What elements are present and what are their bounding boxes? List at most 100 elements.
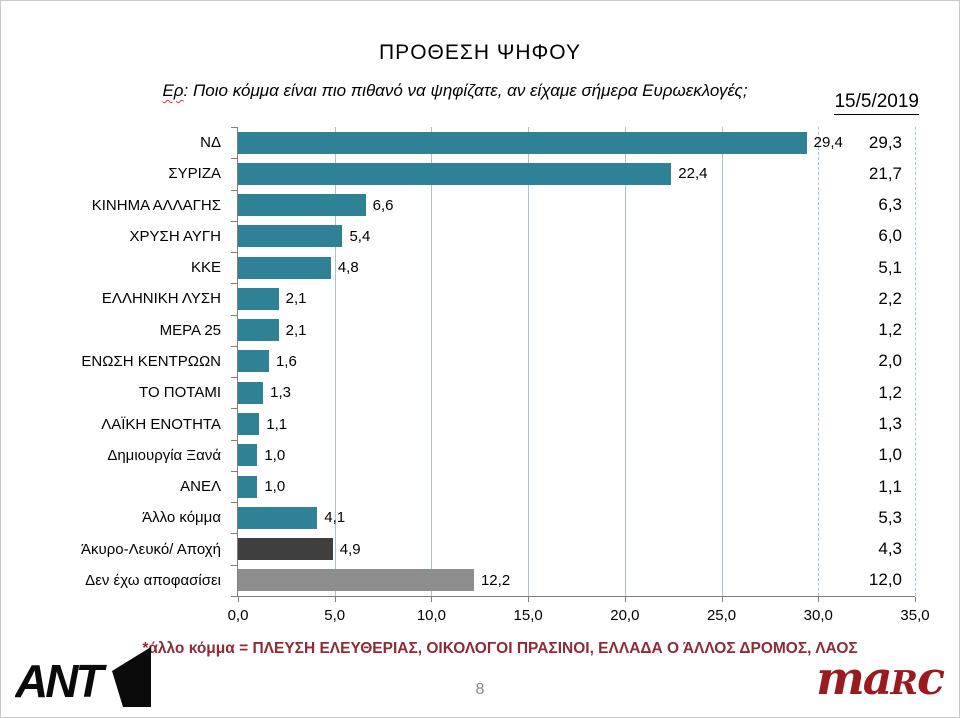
page-number: 8 xyxy=(475,681,485,698)
bar xyxy=(238,131,807,154)
x-axis-tick-label: 20,0 xyxy=(610,607,640,624)
bar xyxy=(238,569,474,592)
x-axis-tick-label: 30,0 xyxy=(803,607,833,624)
bar xyxy=(238,444,258,467)
bar-row: 1,1 xyxy=(238,408,287,439)
x-axis-tick xyxy=(624,597,626,602)
bar xyxy=(238,319,279,342)
bar-row: 1,3 xyxy=(238,377,291,408)
page-title: ΠΡΟΘΕΣΗ ΨΗΦΟΥ xyxy=(379,41,581,64)
right-column-value: 1,0 xyxy=(878,445,902,465)
right-column-value: 1,3 xyxy=(878,414,902,434)
question-prefix: Ερ xyxy=(162,81,184,100)
poll-date: 15/5/2019 xyxy=(834,91,919,115)
marc-logo: maRc xyxy=(816,655,945,701)
x-axis-tick xyxy=(721,597,723,602)
category-label: ΣΥΡΙΖΑ xyxy=(168,165,221,183)
category-label: ΑΝΕΛ xyxy=(180,478,221,496)
bar-row: 2,1 xyxy=(238,315,306,346)
bar-row: 6,6 xyxy=(238,190,394,221)
y-axis-tick xyxy=(231,345,237,347)
bar-value-label: 4,9 xyxy=(339,540,361,558)
x-axis-tick xyxy=(915,597,916,602)
category-label: ΤΟ ΠΟΤΑΜΙ xyxy=(139,384,221,402)
right-column-value: 5,1 xyxy=(878,257,902,277)
bar-row: 29,4 xyxy=(238,127,843,158)
right-column-value: 5,3 xyxy=(878,507,902,527)
category-label: ΝΔ xyxy=(200,134,221,152)
bar-row: 4,1 xyxy=(238,502,345,533)
bar-row: 1,0 xyxy=(238,471,285,502)
bar-value-label: 29,4 xyxy=(813,134,843,152)
question-text: : Ποιο κόμμα είναι πιο πιθανό να ψηφίζατ… xyxy=(183,81,748,100)
right-column-value: 12,0 xyxy=(868,570,902,590)
gridline xyxy=(624,127,626,596)
category-label: ΕΛΛΗΝΙΚΗ ΛΥΣΗ xyxy=(101,290,221,308)
x-axis-tick-label: 10,0 xyxy=(416,607,447,624)
bar-row: 12,2 xyxy=(238,565,510,596)
bar-value-label: 4,8 xyxy=(337,259,359,277)
bar-value-label: 1,0 xyxy=(264,446,286,464)
category-label: ΕΝΩΣΗ ΚΕΝΤΡΩΩΝ xyxy=(81,352,221,370)
category-label: ΧΡΥΣΗ ΑΥΓΗ xyxy=(129,227,221,245)
bar xyxy=(238,162,672,185)
category-label: Δημιουργία Ξανά xyxy=(107,446,221,464)
bar-value-label: 22,4 xyxy=(678,165,708,183)
ant1-logo-graphic: ANT xyxy=(14,647,151,707)
bar-row: 2,1 xyxy=(238,283,306,314)
footnote: *άλλο κόμμα = ΠΛΕΥΣΗ ΕΛΕΥΘΕΡΙΑΣ, ΟΙΚΟΛΟΓ… xyxy=(142,640,858,657)
bar xyxy=(238,538,333,561)
x-axis-tick-label: 0,0 xyxy=(227,607,249,624)
right-column-value: 29,3 xyxy=(868,132,902,152)
bar-value-label: 2,1 xyxy=(285,290,307,308)
x-axis-tick xyxy=(334,597,336,602)
right-column-value: 1,2 xyxy=(878,382,902,402)
right-column-value: 6,3 xyxy=(878,195,902,215)
right-column-value: 21,7 xyxy=(868,163,902,183)
ant1-logo-text: ANT xyxy=(15,655,107,707)
ant1-logo-one-shape xyxy=(112,647,151,707)
bar xyxy=(238,194,366,217)
bar-row: 4,8 xyxy=(238,252,359,283)
marc-logo-c: c xyxy=(916,651,945,705)
y-axis-tick xyxy=(231,470,237,472)
y-axis-tick xyxy=(231,283,237,285)
poll-question: Ερ: Ποιο κόμμα είναι πιο πιθανό να ψηφίζ… xyxy=(1,81,959,101)
bar xyxy=(238,506,318,529)
ant1-logo: ANT xyxy=(14,645,157,709)
right-value-column: 29,3 21,7 6,3 6,0 5,1 2,2 1,2 2,0 1,2 1,3 1,0 1,1 5,… xyxy=(819,127,915,596)
bar-value-label: 1,1 xyxy=(266,415,288,433)
category-label: Δεν έχω αποφασίσει xyxy=(85,571,221,589)
x-axis-tick-label: 5,0 xyxy=(324,607,346,624)
y-axis-tick xyxy=(231,127,237,128)
bar xyxy=(238,287,279,310)
right-column-value: 4,3 xyxy=(878,539,902,559)
gridline xyxy=(528,127,530,596)
bar xyxy=(238,256,331,279)
x-axis-tick-label: 15,0 xyxy=(513,607,543,624)
x-axis-tick xyxy=(528,597,530,602)
y-axis-tick xyxy=(231,596,237,597)
bar-value-label: 5,4 xyxy=(349,227,371,245)
x-axis-tick xyxy=(431,597,433,602)
right-column-value: 2,2 xyxy=(878,288,902,308)
bar-row: 4,9 xyxy=(238,533,361,564)
category-label: ΛΑΪΚΗ ΕΝΟΤΗΤΑ xyxy=(101,415,221,433)
y-axis-tick xyxy=(231,408,237,410)
y-axis-tick xyxy=(231,502,237,504)
y-axis-tick xyxy=(231,314,237,316)
category-label: ΚΙΝΗΜΑ ΑΛΛΑΓΗΣ xyxy=(91,196,221,214)
y-axis-tick xyxy=(231,158,237,160)
bar xyxy=(238,350,269,373)
y-axis-tick xyxy=(231,439,237,441)
gridline xyxy=(915,127,916,596)
x-axis-tick xyxy=(238,597,239,602)
gridline xyxy=(818,127,820,596)
category-label: Άλλο κόμμα xyxy=(142,509,221,527)
bar-value-label: 1,3 xyxy=(270,384,291,402)
right-column-value: 1,1 xyxy=(878,476,902,496)
y-axis-tick xyxy=(231,252,237,254)
y-axis-tick xyxy=(231,533,237,535)
marc-logo-ma: ma xyxy=(816,651,892,705)
